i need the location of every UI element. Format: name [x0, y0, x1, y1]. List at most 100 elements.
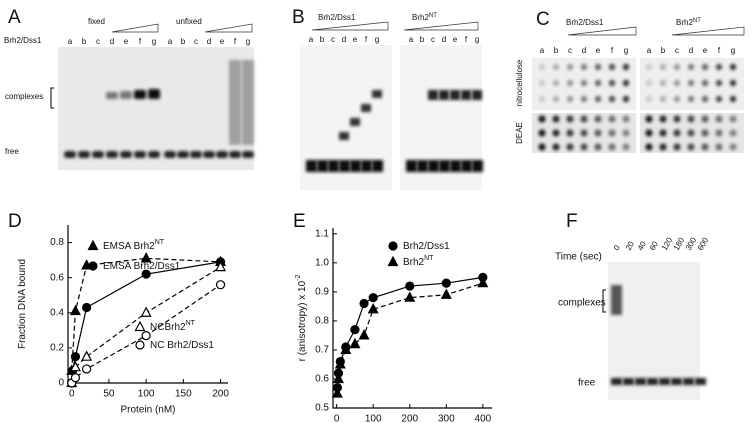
lane-label: e	[703, 46, 708, 55]
point	[441, 278, 451, 288]
dot	[729, 143, 737, 151]
axis	[332, 228, 492, 409]
legend-text: NCBrh2	[150, 322, 186, 333]
x-tick-label: 200	[401, 414, 418, 423]
band	[148, 151, 160, 158]
point	[350, 325, 360, 335]
lane-label: 60	[648, 239, 661, 252]
dot	[608, 79, 616, 87]
point	[82, 302, 92, 313]
point	[368, 293, 378, 303]
dot	[622, 143, 630, 151]
point	[82, 364, 92, 374]
legend-label: NC Brh2/Dss1	[150, 340, 214, 351]
dot	[687, 63, 695, 71]
smear	[229, 60, 241, 145]
legend-label: Brh2/Dss1	[403, 241, 450, 252]
lane-label: e	[353, 35, 358, 44]
point	[69, 304, 81, 316]
point	[332, 372, 344, 384]
dot	[566, 95, 574, 103]
lane-label: 40	[636, 239, 649, 252]
dot	[701, 79, 709, 87]
row-label: nitrocellulose	[515, 59, 524, 106]
lane-label: g	[246, 37, 250, 46]
band	[350, 118, 360, 126]
dot	[645, 143, 653, 151]
lane-label: f	[234, 37, 237, 46]
legend-label: EMSA Brh2NT	[103, 239, 165, 252]
band	[350, 160, 361, 172]
band	[372, 90, 382, 98]
x-axis-label: Protein (nM)	[120, 405, 175, 416]
legend-label: EMSA Brh2/Dss1	[103, 261, 181, 272]
lane-label: 600	[696, 236, 711, 253]
band	[450, 160, 461, 172]
lane-label: c	[96, 37, 100, 46]
point	[334, 358, 346, 369]
y-tick-label: 0.6	[315, 374, 329, 385]
dot	[608, 143, 616, 151]
point	[340, 343, 352, 355]
y-axis-label: Fraction DNA bound	[17, 259, 28, 349]
dot	[715, 129, 723, 137]
lane-label: g	[152, 37, 156, 46]
legend-text: EMSA Brh2	[103, 241, 155, 252]
dot	[729, 129, 737, 137]
legend-text: Brh2	[403, 257, 425, 268]
point	[140, 252, 152, 263]
dot	[659, 79, 667, 87]
dot	[566, 79, 574, 87]
dot	[701, 115, 709, 123]
lane-label: d	[110, 37, 114, 46]
dot	[673, 79, 681, 87]
lane-label: d	[442, 35, 446, 44]
dot	[673, 143, 681, 151]
dot	[580, 115, 588, 123]
lane-label: g	[624, 46, 628, 55]
dot	[715, 143, 723, 151]
lane-label: a	[647, 46, 652, 55]
row-label: Brh2/Dss1	[4, 36, 42, 45]
band	[417, 160, 428, 172]
series-line	[71, 261, 221, 384]
point	[331, 387, 343, 398]
wedge	[403, 21, 479, 31]
row-label: DEAE	[515, 122, 524, 144]
gel-layout	[50, 21, 745, 400]
legend-text: NC Brh2/Dss1	[150, 340, 214, 351]
dot	[645, 115, 653, 123]
band	[683, 378, 694, 385]
dot	[594, 115, 602, 123]
lane-label: f	[718, 46, 721, 55]
band	[472, 160, 483, 172]
dot	[729, 63, 737, 71]
dot	[580, 63, 588, 71]
band	[635, 378, 646, 385]
band	[361, 104, 371, 112]
band	[339, 160, 350, 172]
y-axis-label-text: r (anisotropy) x 10	[297, 280, 308, 361]
dot	[594, 95, 602, 103]
lane-label: f	[139, 37, 142, 46]
band	[106, 92, 118, 99]
x-tick-label: 0	[69, 389, 75, 400]
header: unfixed	[176, 17, 202, 26]
point	[477, 276, 489, 288]
header: Brh2NT	[676, 18, 701, 28]
header: Brh2/Dss1	[318, 13, 356, 22]
dot	[645, 79, 653, 87]
lane-label: e	[453, 35, 458, 44]
point	[349, 337, 361, 349]
point	[215, 260, 227, 272]
lane-label: g	[375, 35, 379, 44]
band	[623, 378, 634, 385]
y-tick-label: 0.9	[315, 287, 329, 298]
dot	[552, 143, 560, 151]
lane-label: f	[465, 35, 468, 44]
dot	[538, 143, 546, 151]
point	[69, 360, 81, 372]
band	[372, 160, 383, 172]
lane-label: e	[596, 46, 601, 55]
lane-label: c	[331, 35, 335, 44]
